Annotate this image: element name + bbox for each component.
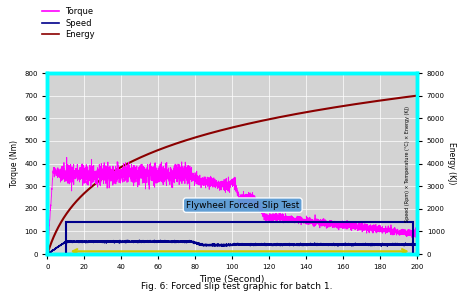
Text: Speed (Rpm) × Temperature (°C) × Energy (KJ): Speed (Rpm) × Temperature (°C) × Energy … — [405, 105, 410, 222]
Text: Fig. 6: Forced slip test graphic for batch 1.: Fig. 6: Forced slip test graphic for bat… — [141, 282, 333, 291]
X-axis label: Time (Second): Time (Second) — [200, 275, 265, 284]
Text: Flywheel Forced Slip Test: Flywheel Forced Slip Test — [186, 201, 300, 210]
Legend: Torque, Speed, Energy: Torque, Speed, Energy — [42, 7, 95, 39]
Y-axis label: Energy (KJ): Energy (KJ) — [447, 142, 456, 185]
Y-axis label: Torque (Nm): Torque (Nm) — [9, 140, 18, 187]
